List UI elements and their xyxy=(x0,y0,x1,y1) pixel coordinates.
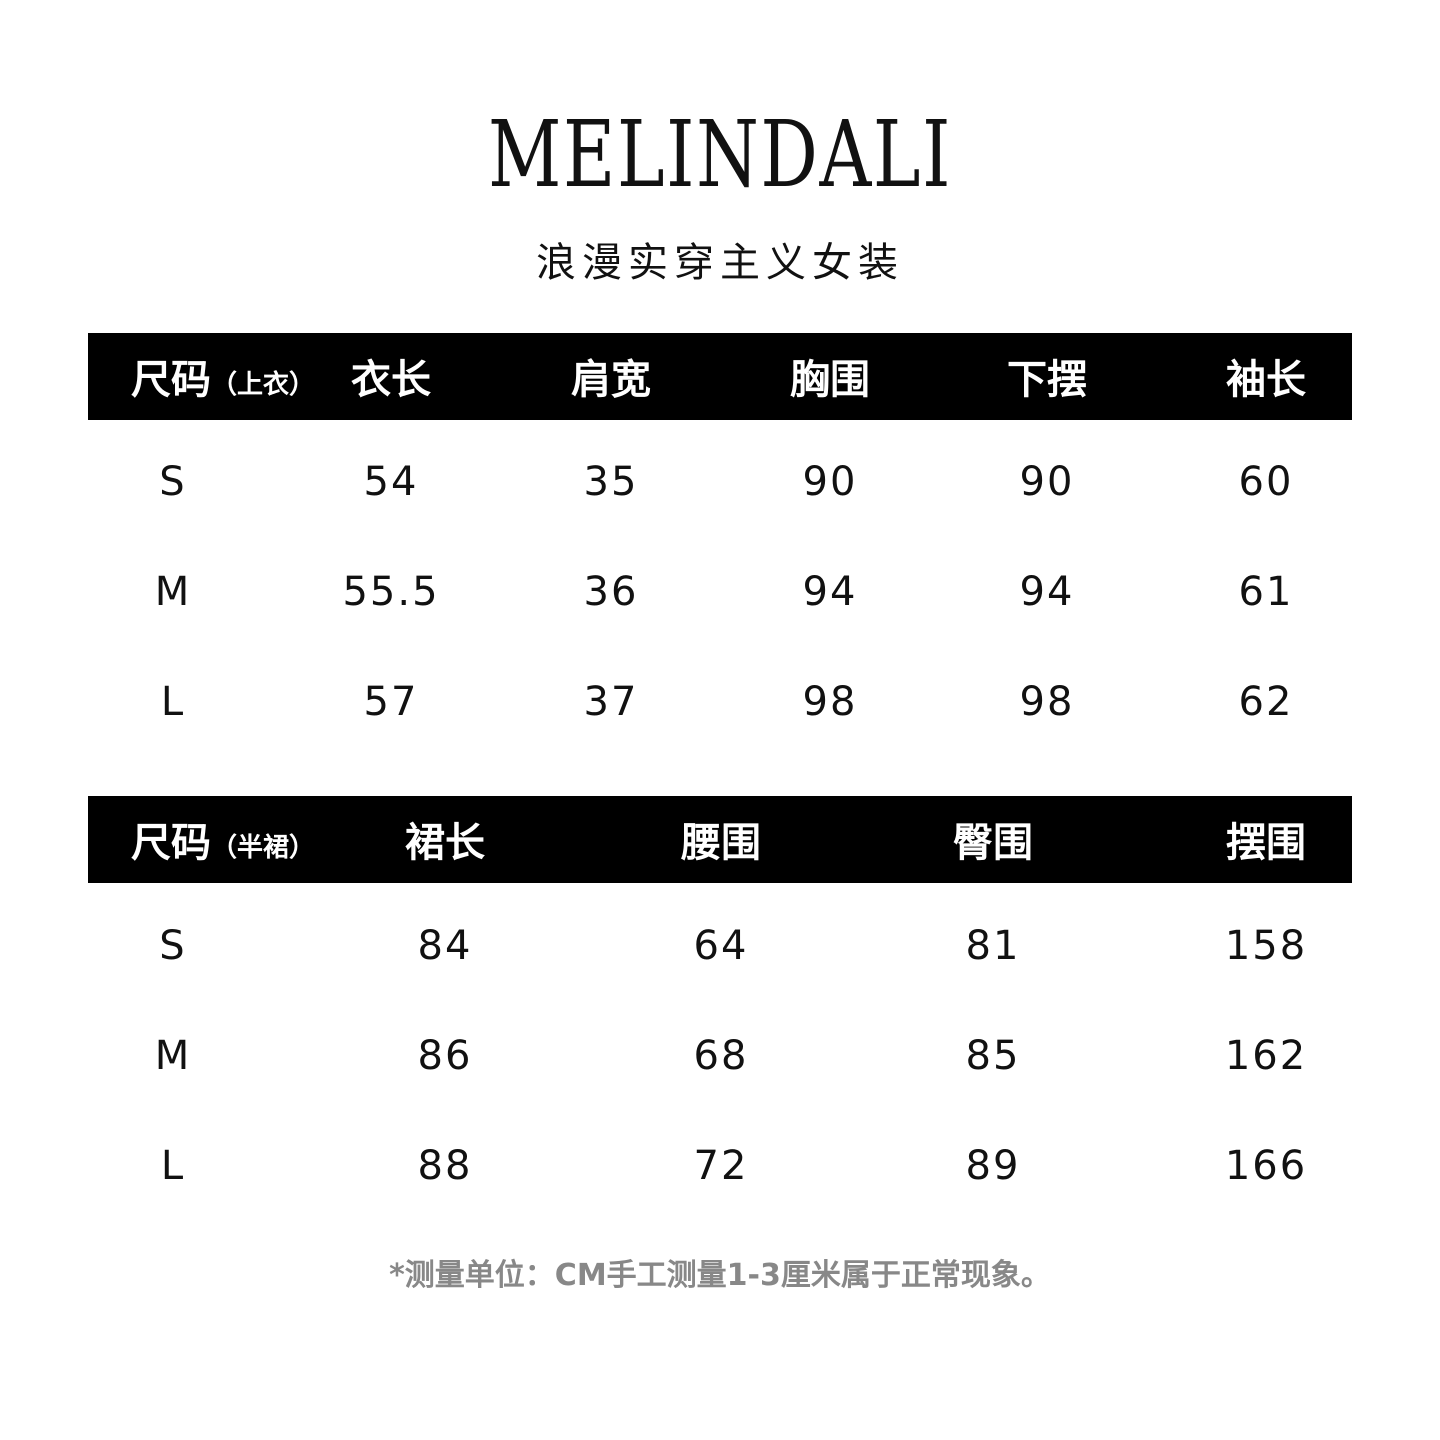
value-cell: 60 xyxy=(1238,459,1294,505)
value-cell: 37 xyxy=(583,679,639,725)
size-column-header: 尺码（半裙） xyxy=(131,810,315,868)
size-cell: M xyxy=(154,569,192,615)
value-cell: 88 xyxy=(417,1143,473,1189)
size-label: 尺码 xyxy=(130,820,211,866)
size-cell: M xyxy=(154,1033,192,1079)
value-cell: 158 xyxy=(1224,923,1308,969)
value-cell: 81 xyxy=(965,923,1021,969)
column-header: 下摆 xyxy=(1007,357,1087,403)
value-cell: 64 xyxy=(693,923,749,969)
column-header: 衣长 xyxy=(351,357,431,403)
size-note: （上衣） xyxy=(210,370,316,400)
column-header: 裙长 xyxy=(405,820,485,866)
bottom-table-header xyxy=(88,796,1352,883)
size-note: （半裙） xyxy=(210,833,316,863)
size-cell: S xyxy=(159,459,187,505)
value-cell: 62 xyxy=(1238,679,1294,725)
value-cell: 55.5 xyxy=(342,569,440,615)
value-cell: 36 xyxy=(583,569,639,615)
measurement-note: *测量单位：CM手工测量1-3厘米属于正常现象。 xyxy=(389,1258,1051,1293)
value-cell: 68 xyxy=(693,1033,749,1079)
column-header: 袖长 xyxy=(1226,357,1306,403)
size-cell: S xyxy=(159,923,187,969)
value-cell: 162 xyxy=(1224,1033,1308,1079)
top-table-header xyxy=(88,333,1352,420)
value-cell: 85 xyxy=(965,1033,1021,1079)
column-header: 臀围 xyxy=(953,820,1033,866)
size-label: 尺码 xyxy=(130,357,211,403)
value-cell: 98 xyxy=(1019,679,1075,725)
column-header: 肩宽 xyxy=(571,357,651,403)
value-cell: 86 xyxy=(417,1033,473,1079)
size-cell: L xyxy=(160,679,186,725)
column-header: 摆围 xyxy=(1226,820,1306,866)
value-cell: 166 xyxy=(1224,1143,1308,1189)
value-cell: 61 xyxy=(1238,569,1294,615)
value-cell: 57 xyxy=(363,679,419,725)
value-cell: 90 xyxy=(802,459,858,505)
value-cell: 89 xyxy=(965,1143,1021,1189)
value-cell: 94 xyxy=(1019,569,1075,615)
size-column-header: 尺码（上衣） xyxy=(131,347,315,405)
value-cell: 54 xyxy=(363,459,419,505)
value-cell: 90 xyxy=(1019,459,1075,505)
value-cell: 72 xyxy=(693,1143,749,1189)
value-cell: 84 xyxy=(417,923,473,969)
value-cell: 98 xyxy=(802,679,858,725)
value-cell: 35 xyxy=(583,459,639,505)
brand-logo: MELINDALI xyxy=(487,101,953,208)
size-cell: L xyxy=(160,1143,186,1189)
value-cell: 94 xyxy=(802,569,858,615)
column-header: 胸围 xyxy=(790,357,870,403)
brand-tagline: 浪漫实穿主义女装 xyxy=(536,240,904,286)
column-header: 腰围 xyxy=(681,820,761,866)
